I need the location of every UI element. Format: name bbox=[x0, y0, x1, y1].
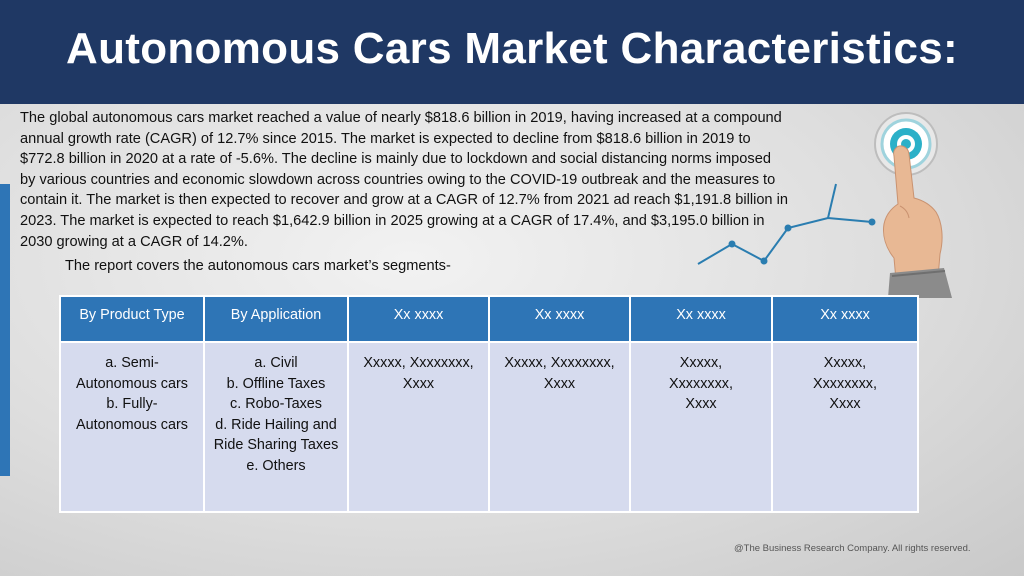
cell-line: Xxxxx, Xxxxxxxx, bbox=[504, 355, 615, 371]
cell-line: Xxxx bbox=[685, 396, 717, 412]
header-placeholder-6: Xx xxxx bbox=[771, 295, 919, 343]
header-placeholder-4: Xx xxxx bbox=[488, 295, 631, 343]
cell-line: Ride Sharing Taxes bbox=[213, 437, 339, 453]
cell-line: a. Semi- bbox=[105, 355, 159, 371]
cell-line: Xxxx bbox=[543, 375, 576, 392]
cell-placeholder-4: Xxxxx, Xxxxxxxx, Xxxx bbox=[488, 341, 631, 513]
page-title: Autonomous Cars Market Characteristics: bbox=[66, 24, 958, 73]
cell-line: Xxxxx, Xxxxxxxx, bbox=[363, 355, 474, 371]
segments-intro: The report covers the autonomous cars ma… bbox=[65, 258, 451, 274]
header-by-product-type: By Product Type bbox=[59, 295, 205, 343]
header-by-application: By Application bbox=[203, 295, 349, 343]
cell-line: d. Ride Hailing and bbox=[215, 416, 337, 433]
cell-line: Xxxxx, bbox=[679, 355, 723, 371]
cell-line: Autonomous cars bbox=[76, 416, 188, 433]
cell-line: e. Others bbox=[246, 457, 306, 474]
cell-placeholder-5: Xxxxx, Xxxxxxxx, Xxxx bbox=[629, 341, 773, 513]
cell-line: Xxxxx, bbox=[823, 355, 867, 371]
cell-line: Xxxxxxxx, bbox=[669, 375, 733, 392]
cell-applications: a. Civil b. Offline Taxes c. Robo-Taxes … bbox=[203, 341, 349, 513]
cell-line: Xxxx bbox=[829, 396, 861, 412]
cell-line: Xxxxxxxx, bbox=[813, 375, 877, 392]
cell-line: b. Offline Taxes bbox=[226, 375, 326, 392]
title-banner: Autonomous Cars Market Characteristics: bbox=[0, 0, 1024, 104]
cell-line: a. Civil bbox=[254, 355, 298, 371]
copyright-footer: @The Business Research Company. All righ… bbox=[734, 543, 971, 554]
segments-table: By Product Type By Application Xx xxxx X… bbox=[59, 295, 919, 513]
cell-line: b. Fully- bbox=[106, 396, 158, 412]
cell-placeholder-6: Xxxxx, Xxxxxxxx, Xxxx bbox=[771, 341, 919, 513]
header-placeholder-5: Xx xxxx bbox=[629, 295, 773, 343]
cell-placeholder-3: Xxxxx, Xxxxxxxx, Xxxx bbox=[347, 341, 490, 513]
table-header-row: By Product Type By Application Xx xxxx X… bbox=[59, 295, 919, 343]
header-placeholder-3: Xx xxxx bbox=[347, 295, 490, 343]
table-row: a. Semi- Autonomous cars b. Fully- Auton… bbox=[59, 341, 919, 513]
hand-touching-target-growth-chart-icon bbox=[697, 112, 952, 298]
cell-line: Xxxx bbox=[402, 375, 435, 392]
cell-line: c. Robo-Taxes bbox=[230, 396, 322, 412]
market-description-paragraph: The global autonomous cars market reache… bbox=[20, 110, 788, 250]
cell-product-types: a. Semi- Autonomous cars b. Fully- Auton… bbox=[59, 341, 205, 513]
left-accent-bar bbox=[0, 184, 10, 476]
cell-line: Autonomous cars bbox=[76, 375, 188, 392]
